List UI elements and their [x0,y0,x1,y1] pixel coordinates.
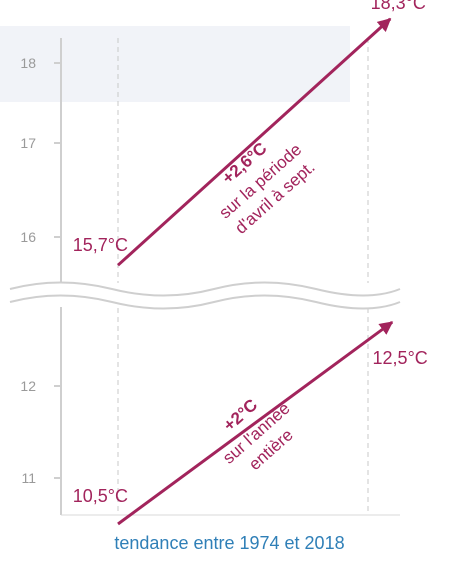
axis-break [0,281,459,310]
trend-arrow-lower [117,321,394,526]
y-ticks-upper: 16 17 18 [20,55,61,245]
chart-caption: tendance entre 1974 et 2018 [114,533,345,553]
y-tick-label-upper-1: 17 [20,135,36,151]
start-label-lower: 10,5°C [73,486,128,506]
y-ticks-lower: 11 12 [20,378,61,486]
highlight-band [0,26,350,102]
y-tick-label-upper-0: 16 [20,229,36,245]
y-tick-label-lower-0: 11 [21,470,36,486]
axis-break-wave-bottom [9,294,401,310]
end-label-lower: 12,5°C [373,348,428,368]
annotation-upper: +2,6°C sur la période d'avril à sept. [215,139,318,238]
start-label-upper: 15,7°C [73,235,128,255]
end-label-upper: 18,3°C [371,0,426,13]
axis-break-wave-top [9,281,401,297]
trend-arrow-upper [116,17,392,267]
y-tick-label-upper-2: 18 [20,55,36,71]
y-tick-label-lower-1: 12 [20,378,36,394]
